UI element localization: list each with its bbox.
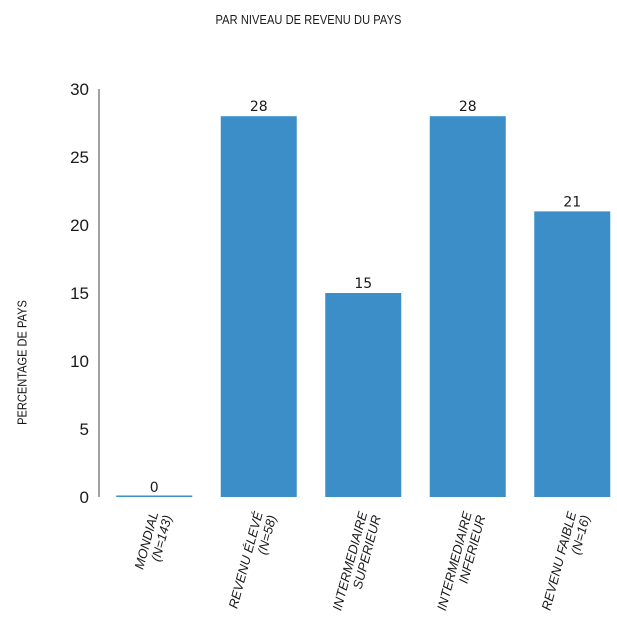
x-tick-label-line: REVENU ÉLEVÉ (225, 510, 265, 611)
data-label: 15 (354, 276, 372, 292)
y-tick-label: 5 (80, 420, 89, 439)
x-tick-label: MONDIAL(N=143) (131, 510, 174, 571)
bar (429, 116, 506, 497)
y-tick-label: 10 (70, 352, 89, 371)
chart-title: PAR NIVEAU DE REVENU DU PAYS (215, 12, 402, 27)
x-tick-label: REVENU FAIBLE(N=16) (538, 510, 592, 612)
y-tick-label: 25 (70, 148, 89, 167)
data-label: 28 (459, 99, 477, 115)
bar (220, 116, 297, 497)
bar (325, 293, 402, 497)
x-tick-label: REVENU ÉLEVÉ(N=58) (225, 510, 279, 611)
bar (116, 495, 193, 497)
data-label: 0 (150, 480, 159, 496)
x-tick-label-line: REVENU FAIBLE (538, 510, 579, 612)
y-tick-label: 15 (70, 284, 89, 303)
y-tick-label: 0 (80, 488, 89, 507)
y-tick-label: 30 (70, 80, 89, 99)
y-tick-label: 20 (70, 216, 89, 235)
data-label: 21 (563, 194, 581, 210)
bar (534, 211, 611, 497)
data-label: 28 (250, 99, 268, 115)
